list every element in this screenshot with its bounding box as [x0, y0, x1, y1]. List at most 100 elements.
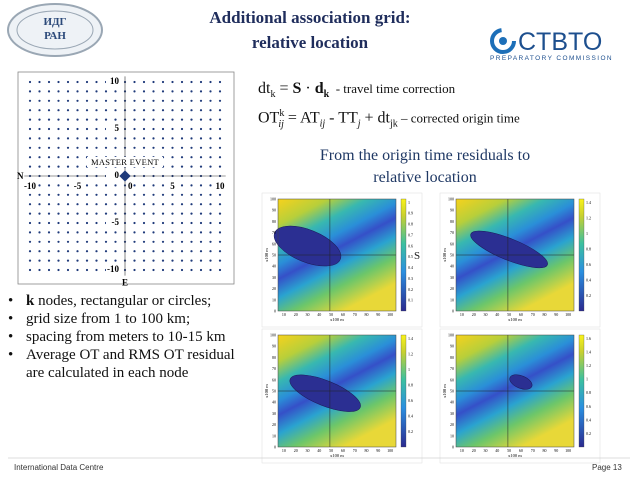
- title: relative location: [251, 33, 369, 52]
- heat-y-tick: 70: [450, 366, 454, 371]
- heat-x-tick: 10: [460, 448, 464, 453]
- grid-node: [152, 118, 155, 121]
- bullet-bold: k: [26, 293, 35, 309]
- grid-node: [47, 118, 51, 121]
- grid-node: [85, 268, 89, 272]
- grid-node: [85, 221, 89, 225]
- y-label: -10: [107, 264, 119, 274]
- grid-node: [104, 193, 108, 196]
- heat-y-tick: 50: [272, 389, 276, 394]
- grid-node: [95, 127, 98, 131]
- grid-node: [28, 259, 32, 262]
- title: Additional association grid:: [209, 8, 411, 27]
- grid-node: [171, 165, 174, 168]
- grid-node: [95, 118, 98, 121]
- grid-node: [66, 240, 70, 243]
- grid-node: [180, 137, 184, 140]
- grid-node: [218, 231, 222, 234]
- grid-node: [28, 165, 32, 168]
- grid-node: [142, 212, 146, 215]
- heat-y-tick: 20: [272, 286, 276, 291]
- heat-y-tick: 100: [448, 197, 454, 202]
- grid-node: [66, 165, 70, 168]
- grid-node: [180, 118, 184, 121]
- grid-node: [47, 240, 51, 243]
- heat-x-tick: 30: [306, 448, 310, 453]
- grid-node: [66, 127, 70, 131]
- grid-node: [104, 203, 108, 206]
- grid-node: [199, 259, 203, 262]
- grid-node: [161, 99, 165, 102]
- grid-node: [104, 118, 108, 121]
- grid-node: [28, 156, 32, 159]
- grid-node: [104, 212, 108, 215]
- ctbto-subtitle: PREPARATORY COMMISSION: [490, 55, 613, 62]
- grid-node: [171, 240, 174, 243]
- ctbto-name: CTBTO: [518, 28, 602, 56]
- grid-node: [28, 127, 32, 131]
- formula-part: + dt: [360, 109, 390, 127]
- grid-node: [38, 118, 41, 121]
- grid-node: [171, 212, 174, 215]
- grid-node: [66, 156, 70, 159]
- grid-node: [38, 240, 41, 243]
- grid-node: [47, 90, 51, 93]
- formula: OTkij = ATij - TTj + dtjk – corrected or…: [258, 108, 520, 130]
- grid-node: [209, 193, 212, 196]
- heat-y-tick: 30: [272, 275, 276, 280]
- colorbar-tick: 0.3: [408, 276, 413, 281]
- grid-node: [152, 184, 155, 187]
- grid-node: [199, 240, 203, 243]
- grid-node: [28, 146, 32, 149]
- colorbar-tick: 0.5: [408, 254, 413, 259]
- grid-node: [95, 240, 98, 243]
- center-label: MASTER EVENT: [91, 157, 160, 167]
- heat-y-tick: 10: [450, 297, 454, 302]
- grid-node: [180, 184, 184, 187]
- heat-x-tick: 40: [317, 448, 321, 453]
- grid-node: [199, 80, 203, 84]
- grid-node: [57, 240, 60, 243]
- grid-node: [104, 259, 108, 262]
- grid-node: [152, 203, 155, 206]
- heat-x-tick: 50: [507, 448, 511, 453]
- grid-node: [190, 212, 193, 215]
- grid-node: [218, 212, 222, 215]
- grid-node: [95, 90, 98, 93]
- grid-node: [209, 137, 212, 140]
- heat-y-tick: 20: [450, 286, 454, 291]
- heat-y-tick: 70: [272, 230, 276, 235]
- grid-node: [171, 156, 174, 159]
- grid-node: [57, 250, 60, 253]
- heat-x-tick: 80: [543, 448, 547, 453]
- footer-right: Page 13: [592, 463, 622, 472]
- grid-node: [114, 118, 117, 121]
- grid-node: [95, 184, 98, 187]
- heat-x-tick: 90: [554, 312, 558, 317]
- grid-node: [218, 259, 222, 262]
- ctbto-icon: [490, 28, 516, 54]
- grid-node: [161, 221, 165, 225]
- grid-node: [180, 90, 184, 93]
- grid-node: [161, 193, 165, 196]
- grid-node: [76, 231, 79, 234]
- grid-node: [133, 259, 136, 262]
- grid-node: [76, 221, 79, 225]
- grid-node: [47, 99, 51, 102]
- formula-part: OT: [258, 109, 280, 127]
- grid-node: [28, 90, 32, 93]
- grid-node: [28, 193, 32, 196]
- grid-node: [180, 231, 184, 234]
- grid-node: [114, 240, 117, 243]
- bullet-text: nodes, rectangular or circles;: [34, 293, 212, 309]
- grid-node: [38, 90, 41, 93]
- grid-node: [161, 212, 165, 215]
- grid-node: [142, 137, 146, 140]
- heat-y-tick: 40: [450, 400, 454, 405]
- grid-node: [38, 137, 41, 140]
- grid-node: [180, 203, 184, 206]
- grid-node: [142, 80, 146, 84]
- grid-node: [152, 90, 155, 93]
